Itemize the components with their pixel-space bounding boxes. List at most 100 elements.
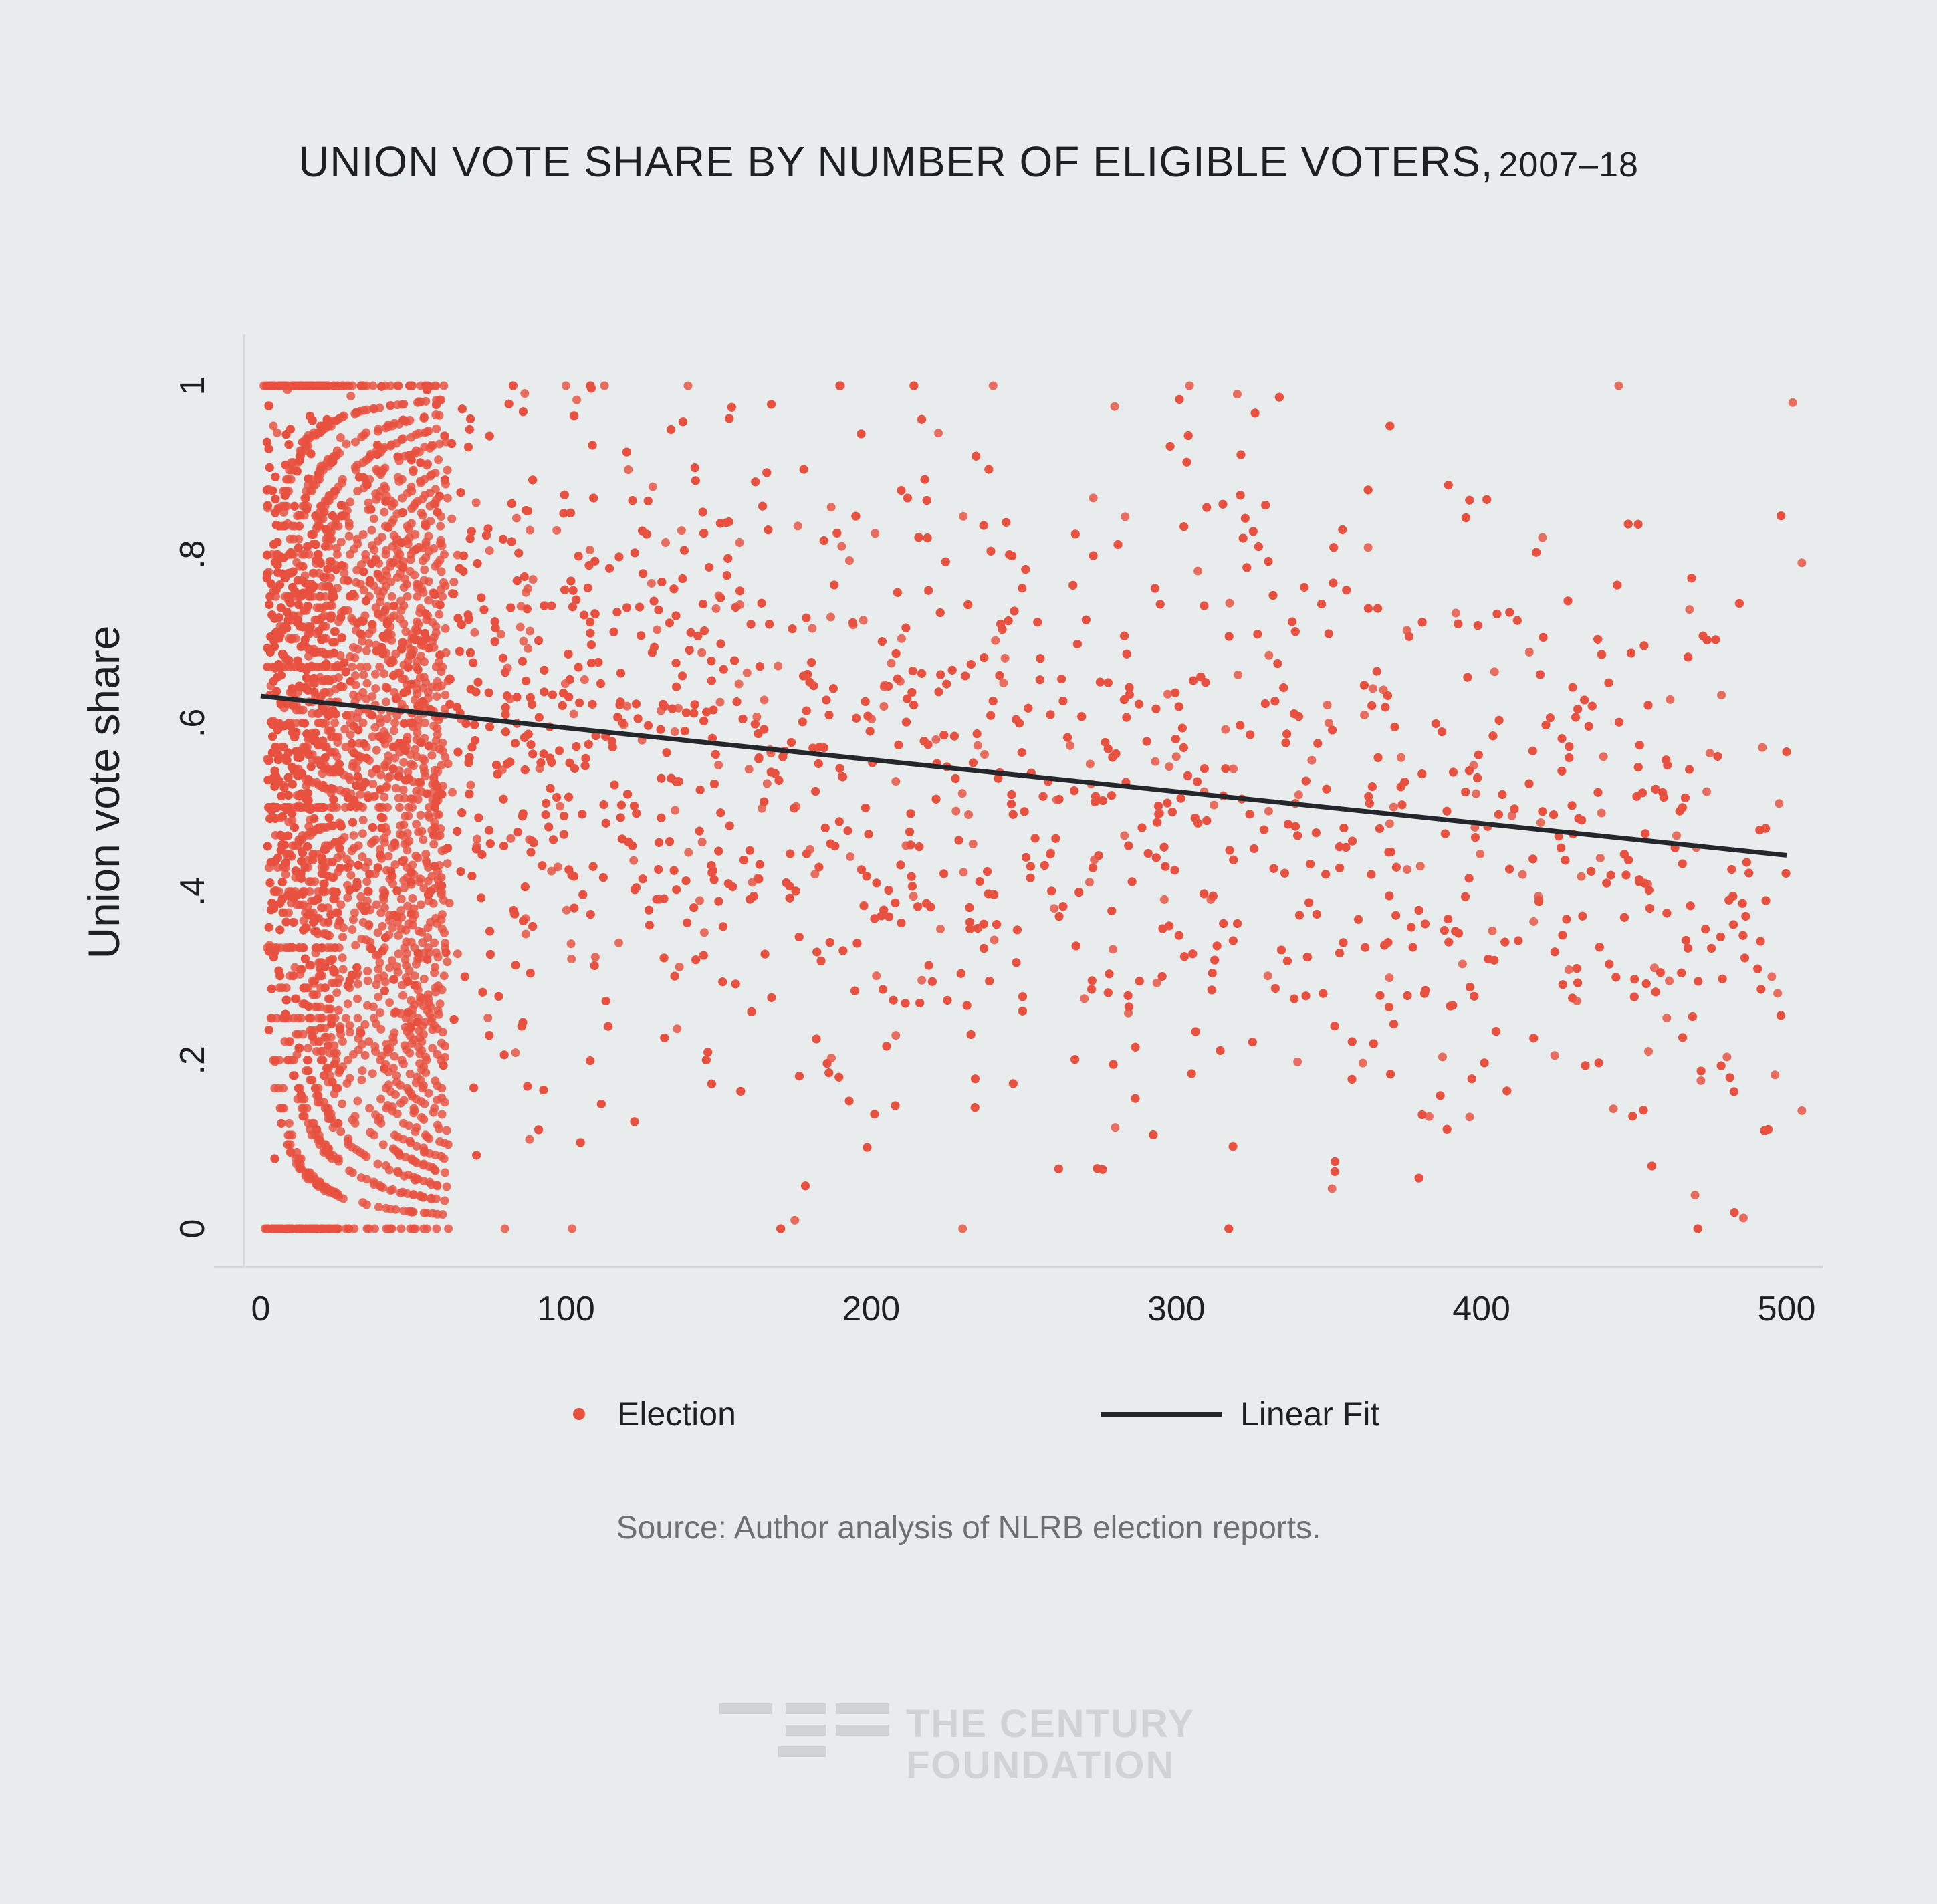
election-point: [403, 592, 412, 601]
election-point: [338, 1099, 347, 1108]
election-point: [431, 628, 441, 638]
election-point: [1550, 1051, 1559, 1060]
election-point: [368, 732, 377, 741]
election-point: [375, 403, 384, 412]
election-point: [697, 648, 707, 657]
election-point: [421, 850, 431, 859]
election-point: [424, 596, 433, 605]
election-point: [346, 730, 355, 739]
election-point: [437, 985, 447, 995]
election-point: [1518, 870, 1527, 879]
election-point: [443, 1140, 453, 1149]
election-point: [394, 931, 403, 940]
election-point: [323, 931, 332, 940]
election-point: [390, 1090, 400, 1099]
election-point: [434, 1009, 443, 1019]
election-point: [312, 1091, 322, 1100]
election-point: [350, 653, 360, 663]
election-point: [430, 938, 439, 947]
election-point: [393, 473, 403, 482]
election-point: [320, 1024, 329, 1033]
election-point: [600, 381, 609, 390]
election-point: [350, 1224, 359, 1233]
election-point: [295, 900, 304, 909]
election-point: [441, 1168, 450, 1177]
election-point: [338, 965, 348, 974]
election-point: [405, 1048, 415, 1058]
election-point: [363, 976, 372, 985]
election-point: [376, 1094, 386, 1104]
election-point: [437, 873, 446, 882]
election-point: [432, 692, 441, 701]
election-point: [391, 1205, 401, 1214]
election-point: [324, 1041, 333, 1050]
election-point: [442, 1126, 451, 1135]
election-point: [289, 534, 298, 544]
election-point: [328, 821, 338, 830]
election-point: [448, 788, 457, 797]
election-point: [358, 816, 368, 825]
election-point: [356, 892, 366, 901]
election-point: [366, 937, 375, 947]
election-point: [483, 1013, 493, 1022]
election-point: [380, 838, 389, 847]
election-point: [286, 971, 295, 981]
election-point: [330, 638, 340, 647]
election-point: [466, 780, 475, 790]
election-point: [552, 525, 562, 535]
election-point: [320, 983, 330, 993]
election-point: [431, 963, 440, 972]
election-point: [371, 684, 380, 693]
election-point: [409, 1108, 419, 1118]
election-point: [370, 1224, 379, 1233]
election-point: [302, 782, 311, 791]
election-point: [362, 662, 372, 671]
election-point: [374, 992, 383, 1001]
election-point: [411, 446, 421, 455]
election-point: [298, 1112, 308, 1121]
election-point: [521, 929, 530, 939]
election-point: [341, 1014, 350, 1023]
election-point: [424, 577, 433, 586]
election-point: [320, 688, 329, 697]
election-point: [278, 908, 288, 917]
election-point: [371, 835, 380, 844]
election-point: [684, 848, 693, 857]
election-point: [362, 428, 371, 437]
election-point: [389, 1037, 398, 1046]
election-point: [407, 1207, 417, 1217]
election-point: [423, 876, 433, 886]
election-point: [358, 1066, 367, 1076]
election-point: [1159, 895, 1169, 904]
election-point: [405, 836, 414, 846]
election-point: [319, 573, 328, 582]
election-point: [399, 1171, 409, 1181]
election-point: [614, 938, 623, 947]
election-point: [1649, 963, 1659, 973]
election-point: [423, 459, 433, 469]
election-point: [734, 679, 744, 689]
election-point: [392, 1071, 401, 1080]
election-point: [419, 412, 429, 422]
election-point: [887, 659, 896, 668]
election-point: [1307, 755, 1317, 765]
election-point: [424, 531, 433, 541]
election-point: [485, 546, 494, 555]
election-point: [1597, 808, 1606, 818]
election-point: [973, 741, 982, 750]
election-point: [298, 1030, 308, 1039]
election-point: [1488, 926, 1497, 935]
election-point: [385, 998, 394, 1007]
election-point: [695, 896, 704, 905]
election-point: [420, 657, 429, 667]
election-point: [1771, 1070, 1780, 1080]
election-point: [392, 1109, 402, 1118]
election-point: [353, 644, 362, 654]
election-point: [425, 948, 434, 957]
election-point: [526, 626, 535, 636]
election-point: [410, 971, 419, 981]
election-point: [427, 1195, 436, 1204]
election-point: [352, 534, 362, 544]
election-point: [326, 803, 336, 812]
election-point: [364, 638, 374, 648]
